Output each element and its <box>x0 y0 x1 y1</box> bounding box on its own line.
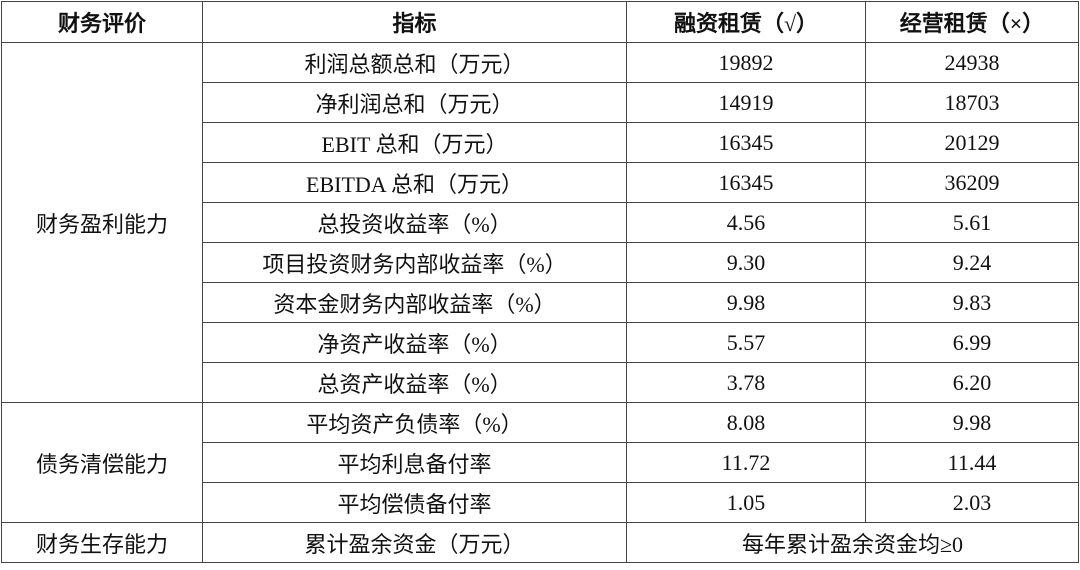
operating-lease-cell: 20129 <box>865 122 1079 163</box>
table-row: 财务盈利能力 利润总额总和（万元） 19892 24938 <box>1 42 1079 403</box>
operating-lease-cell: 9.24 <box>865 242 1079 283</box>
indicator-cell: 项目投资财务内部收益率（%） <box>202 242 627 283</box>
table-row: 净利润总和（万元） 14919 18703 <box>2 82 1079 123</box>
indicator-cell: 平均利息备付率 <box>202 442 627 483</box>
finance-lease-cell: 1.05 <box>626 482 866 523</box>
header-row: 财务评价 指标 融资租赁（√） 经营租赁（×） <box>1 1 1079 43</box>
finance-lease-cell: 19892 <box>626 42 866 83</box>
indicator-cell: 净利润总和（万元） <box>202 82 627 123</box>
finance-lease-cell: 16345 <box>626 122 866 163</box>
header-evaluation: 财务评价 <box>1 1 203 43</box>
operating-lease-cell: 6.20 <box>865 362 1079 403</box>
table-row: 总投资收益率（%） 4.56 5.61 <box>2 202 1079 243</box>
table-row: 总资产收益率（%） 3.78 6.20 <box>2 362 1079 403</box>
merged-value-cell: 每年累计盈余资金均≥0 <box>626 522 1079 563</box>
operating-lease-cell: 9.83 <box>865 282 1079 323</box>
finance-lease-cell: 5.57 <box>626 322 866 363</box>
table-row: 资本金财务内部收益率（%） 9.98 9.83 <box>2 282 1079 323</box>
indicator-cell: EBITDA 总和（万元） <box>202 162 627 203</box>
operating-lease-cell: 18703 <box>865 82 1079 123</box>
indicator-cell: EBIT 总和（万元） <box>202 122 627 163</box>
header-operating-lease: 经营租赁（×） <box>865 1 1079 43</box>
group-label: 财务盈利能力 <box>1 42 203 403</box>
indicator-cell: 总投资收益率（%） <box>202 202 627 243</box>
indicator-cell: 总资产收益率（%） <box>202 362 627 403</box>
table-row: 债务清偿能力 平均资产负债率（%） 8.08 9.98 <box>1 402 1079 523</box>
operating-lease-cell: 11.44 <box>865 442 1079 483</box>
operating-lease-cell: 2.03 <box>865 482 1079 523</box>
table-row: 项目投资财务内部收益率（%） 9.30 9.24 <box>2 242 1079 283</box>
operating-lease-cell: 24938 <box>865 42 1079 83</box>
indicator-cell: 资本金财务内部收益率（%） <box>202 282 627 323</box>
finance-lease-cell: 3.78 <box>626 362 866 403</box>
operating-lease-cell: 6.99 <box>865 322 1079 363</box>
finance-lease-cell: 14919 <box>626 82 866 123</box>
header-indicator: 指标 <box>202 1 627 43</box>
table-row: 净资产收益率（%） 5.57 6.99 <box>2 322 1079 363</box>
finance-lease-cell: 9.30 <box>626 242 866 283</box>
header-finance-lease: 融资租赁（√） <box>626 1 866 43</box>
indicator-cell: 净资产收益率（%） <box>202 322 627 363</box>
indicator-cell: 利润总额总和（万元） <box>202 42 627 83</box>
group-label: 财务生存能力 <box>1 522 203 563</box>
operating-lease-cell: 5.61 <box>865 202 1079 243</box>
finance-lease-cell: 4.56 <box>626 202 866 243</box>
table-row: 平均利息备付率 11.72 11.44 <box>2 442 1079 483</box>
indicator-cell: 平均偿债备付率 <box>202 482 627 523</box>
table-row: 财务生存能力 累计盈余资金（万元） 每年累计盈余资金均≥0 <box>1 522 1079 563</box>
finance-lease-cell: 9.98 <box>626 282 866 323</box>
indicator-cell: 累计盈余资金（万元） <box>202 522 627 563</box>
operating-lease-cell: 9.98 <box>865 402 1079 443</box>
finance-lease-cell: 8.08 <box>626 402 866 443</box>
operating-lease-cell: 36209 <box>865 162 1079 203</box>
finance-lease-cell: 16345 <box>626 162 866 203</box>
indicator-cell: 平均资产负债率（%） <box>202 402 627 443</box>
finance-lease-cell: 11.72 <box>626 442 866 483</box>
group-label: 债务清偿能力 <box>1 402 203 523</box>
